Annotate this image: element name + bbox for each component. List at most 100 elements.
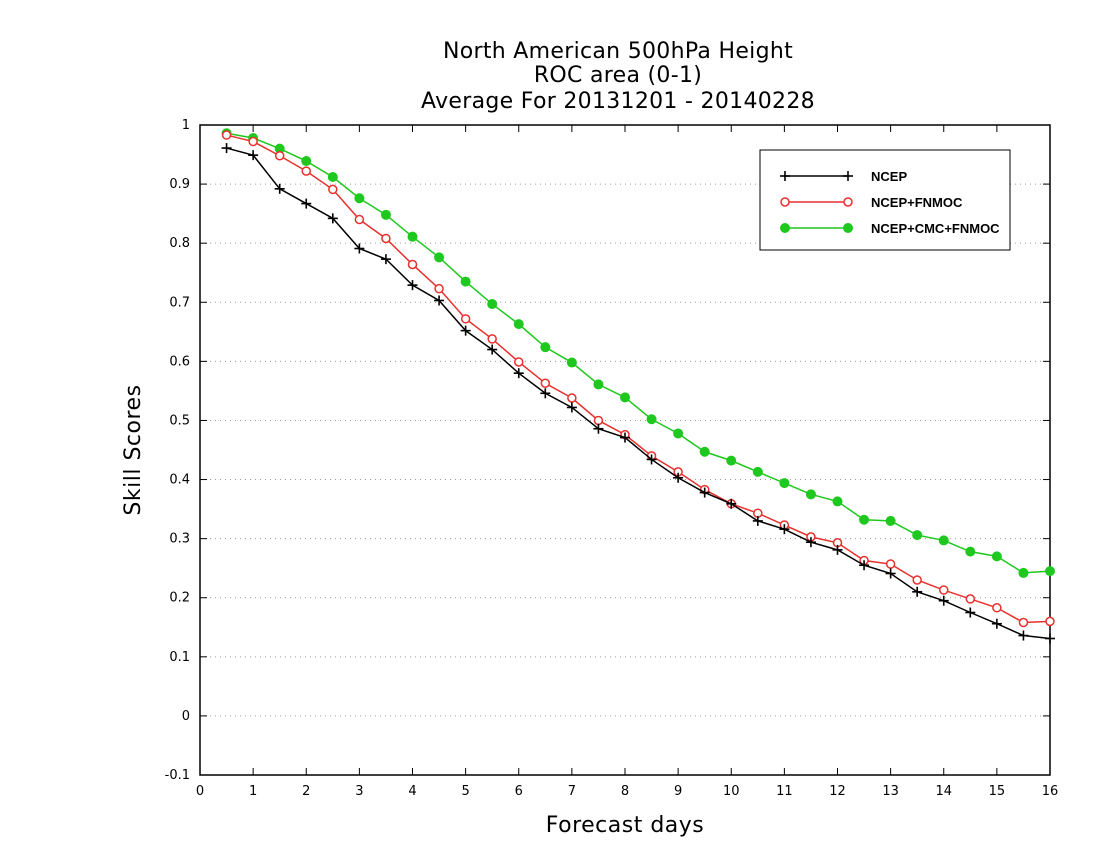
x-tick-label: 3 <box>355 784 363 799</box>
tick-layer: -0.100.10.20.30.40.50.60.70.80.910 1 2 3 4 5 6… <box>165 118 1059 799</box>
data-point <box>566 402 577 413</box>
x-tick-label: 0 <box>196 784 204 799</box>
legend-label: NCEP+FNMOC <box>871 195 963 210</box>
y-tick-label: 0 <box>182 709 190 724</box>
data-point <box>885 515 896 526</box>
title-line-1: North American 500hPa Height <box>443 39 793 64</box>
y-tick-label: 0.8 <box>169 236 190 251</box>
x-tick-label: 7 <box>568 784 576 799</box>
data-point <box>646 414 657 425</box>
data-point <box>1018 630 1029 641</box>
title-line-3: Average For 20131201 - 20140228 <box>421 89 815 114</box>
data-point <box>965 607 976 618</box>
x-tick-label: 10 <box>723 784 740 799</box>
data-point <box>965 594 976 604</box>
data-point <box>407 280 418 291</box>
data-point <box>380 209 391 220</box>
legend-label: NCEP <box>871 169 907 184</box>
data-point <box>780 197 790 207</box>
data-point <box>301 156 312 167</box>
data-point <box>832 544 843 555</box>
series-line <box>226 147 1051 640</box>
title-line-2: ROC area (0-1) <box>534 63 702 88</box>
legend-item: NCEP+CMC+FNMOC <box>780 221 1000 236</box>
data-point <box>460 314 471 324</box>
data-point <box>620 432 630 443</box>
data-point <box>434 283 444 294</box>
data-point <box>1045 616 1055 627</box>
data-point <box>991 551 1002 562</box>
data-point <box>752 515 763 526</box>
data-point <box>859 514 870 525</box>
data-point <box>513 368 524 379</box>
data-point <box>885 568 896 579</box>
data-point <box>991 618 1002 629</box>
data-point <box>939 585 949 595</box>
data-point <box>938 535 949 546</box>
data-point <box>274 150 285 161</box>
data-point <box>726 455 737 466</box>
data-point <box>843 223 853 233</box>
data-point <box>912 575 922 585</box>
x-tick-label: 4 <box>408 784 416 799</box>
data-point <box>434 252 445 263</box>
y-axis-label: Skill Scores <box>121 384 146 515</box>
data-point <box>912 530 923 541</box>
data-point <box>354 193 365 204</box>
y-tick-label: 0.9 <box>169 177 190 192</box>
data-point <box>1045 566 1055 577</box>
data-point <box>566 357 577 368</box>
y-tick-label: 0.7 <box>169 295 190 310</box>
data-point <box>780 171 790 181</box>
data-point <box>726 498 737 509</box>
data-point <box>354 243 365 254</box>
data-point <box>248 136 258 147</box>
data-point <box>540 342 551 353</box>
data-point <box>859 560 870 571</box>
data-point <box>487 299 498 310</box>
legend: NCEP NCEP+FNMOC NCEP+CMC+FNMOC <box>759 149 1011 251</box>
data-point <box>328 184 338 195</box>
data-point <box>513 319 524 330</box>
y-tick-label: 0.3 <box>169 532 190 547</box>
legend-item: NCEP <box>780 169 907 184</box>
data-point <box>805 489 816 500</box>
series-line <box>226 132 1051 574</box>
data-point <box>779 524 790 535</box>
y-tick-label: 1 <box>182 118 190 133</box>
data-point <box>1018 567 1029 578</box>
data-point <box>780 223 790 233</box>
grid-layer <box>200 183 1050 717</box>
data-point <box>752 466 763 477</box>
data-point <box>380 254 391 265</box>
data-point <box>381 233 391 244</box>
data-point <box>938 595 949 606</box>
y-tick-label: 0.6 <box>169 354 190 369</box>
data-point <box>699 446 710 457</box>
x-axis-label: Forecast days <box>546 813 705 838</box>
data-point <box>221 143 232 154</box>
data-point <box>434 295 445 306</box>
data-point <box>646 454 657 465</box>
legend-item: NCEP+FNMOC <box>780 195 963 210</box>
legend-box <box>759 149 1011 251</box>
x-tick-label: 8 <box>621 784 629 799</box>
data-point <box>460 276 471 287</box>
data-point <box>221 130 232 140</box>
y-tick-label: 0.5 <box>169 413 190 428</box>
data-point <box>843 171 853 181</box>
data-point <box>593 423 604 434</box>
chart-title: North American 500hPa Height ROC area (0… <box>421 39 815 114</box>
x-tick-label: 11 <box>776 784 793 799</box>
y-tick-label: -0.1 <box>165 768 190 783</box>
x-tick-label: 12 <box>829 784 846 799</box>
series-ncep-cmc-fnmoc <box>221 128 1055 578</box>
data-point <box>327 213 338 224</box>
data-point <box>407 259 418 270</box>
series-ncep <box>221 143 1055 644</box>
data-point <box>301 198 312 209</box>
series-ncep-fnmoc <box>221 130 1055 628</box>
x-tick-label: 2 <box>302 784 310 799</box>
data-point <box>514 357 524 367</box>
